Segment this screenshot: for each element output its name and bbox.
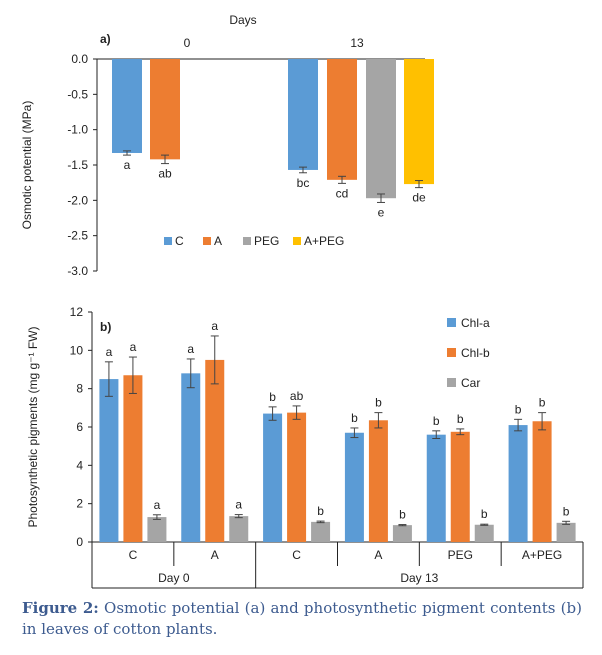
significance-letter-a: a	[124, 158, 131, 172]
legend-swatch-b	[447, 378, 456, 387]
legend-label-b: Chl-b	[461, 346, 490, 360]
legend-label-b: Chl-a	[461, 316, 490, 330]
legend-swatch-b	[447, 318, 456, 327]
legend-swatch-b	[447, 348, 456, 357]
bar-b-chl-a	[344, 432, 364, 542]
significance-letter-b: b	[481, 507, 488, 521]
legend-swatch-a	[203, 237, 211, 245]
x-category-label-b: A+PEG	[522, 548, 562, 562]
chart-a-title: Days	[229, 13, 256, 27]
significance-letter-b: a	[130, 340, 137, 354]
y-tick-label-b: 0	[76, 535, 83, 549]
bar-b-car	[474, 524, 494, 542]
significance-letter-b: a	[187, 342, 194, 356]
x-group-label-b: Day 0	[158, 571, 190, 585]
significance-letter-a: ab	[158, 167, 172, 181]
legend-b: Chl-a Chl-b Car	[447, 316, 490, 390]
chart-a-osmotic-potential: 0.0 -0.5 -1.0 -1.5 -2.0 -2.5 -3.0 Osmotic poten…	[20, 13, 434, 278]
figure: 0.0 -0.5 -1.0 -1.5 -2.0 -2.5 -3.0 Osmotic poten…	[20, 13, 584, 589]
x-category-label-b: A	[374, 548, 382, 562]
bar-b-chl-b	[532, 421, 552, 542]
significance-letter-b: a	[154, 498, 161, 512]
bar-b-chl-a	[426, 434, 446, 542]
y-tick-label-b: 4	[76, 458, 83, 472]
bar-b-chl-a	[508, 425, 528, 542]
legend-swatch-a	[243, 237, 251, 245]
legend-a: C A PEG A+PEG	[164, 234, 344, 248]
significance-letter-b: b	[433, 414, 440, 428]
bar-b-chl-b	[450, 431, 470, 542]
x-group-label-b: Day 13	[400, 571, 438, 585]
significance-letter-b: a	[106, 345, 113, 359]
significance-letter-b: b	[539, 396, 546, 410]
significance-letter-b: b	[563, 504, 570, 518]
bar-b-chl-b	[205, 359, 225, 542]
y-tick-label-a: -0.5	[67, 87, 88, 101]
y-tick-label-a: -1.5	[67, 158, 88, 172]
significance-letter-b: b	[269, 390, 276, 404]
bar-a-a	[327, 59, 357, 180]
figure-caption: Figure 2: Osmotic potential (a) and phot…	[22, 598, 582, 640]
legend-label-a: PEG	[254, 234, 279, 248]
x-category-label-b: C	[292, 548, 301, 562]
significance-letter-b: ab	[290, 389, 304, 403]
x-category-label-b: A	[211, 548, 219, 562]
y-tick-label-a: 0.0	[71, 52, 88, 66]
significance-letter-b: b	[515, 402, 522, 416]
legend-label-a: C	[175, 234, 184, 248]
y-tick-label-a: -2.0	[67, 193, 88, 207]
bar-a-apluspeg	[404, 59, 434, 185]
bar-a-c	[288, 59, 318, 170]
bar-a-a	[150, 59, 180, 160]
y-tick-label-a: -3.0	[67, 264, 88, 278]
panel-label-b: b)	[100, 320, 111, 334]
significance-letter-b: b	[351, 411, 358, 425]
significance-letter-a: cd	[336, 186, 349, 200]
y-tick-label-b: 12	[70, 305, 84, 319]
x-category-label-b: PEG	[448, 548, 473, 562]
caption-label: Figure 2:	[22, 599, 99, 617]
y-tick-label-b: 8	[76, 382, 83, 396]
significance-letter-b: a	[235, 498, 242, 512]
y-axis-label-a: Osmotic potential (MPa)	[20, 101, 34, 230]
y-tick-label-b: 2	[76, 497, 83, 511]
bar-a-c	[112, 59, 142, 153]
legend-swatch-a	[164, 237, 172, 245]
bar-b-chl-a	[263, 413, 283, 542]
x-category-label-b: C	[129, 548, 138, 562]
bar-b-car	[311, 521, 331, 542]
caption-text: Osmotic potential (a) and photosynthetic…	[22, 599, 582, 638]
bar-b-chl-b	[123, 375, 143, 542]
x-category-label-a: 13	[350, 36, 364, 50]
significance-letter-b: b	[457, 412, 464, 426]
bar-b-chl-b	[368, 420, 388, 542]
significance-letter-a: de	[412, 191, 426, 205]
significance-letter-b: b	[399, 508, 406, 522]
significance-letter-b: b	[375, 396, 382, 410]
bar-b-chl-b	[287, 412, 307, 542]
bar-b-car	[147, 517, 167, 542]
legend-swatch-a	[293, 237, 301, 245]
y-tick-label-b: 6	[76, 420, 83, 434]
bar-b-car	[556, 522, 576, 542]
x-category-label-a: 0	[184, 36, 191, 50]
bar-b-car	[392, 525, 412, 542]
chart-b-photosynthetic-pigments: 0 2 4 6 8 10 12 Photosynthetic pigments (mg g⁻¹…	[26, 305, 584, 589]
bar-b-car	[229, 516, 249, 542]
significance-letter-a: e	[378, 205, 385, 219]
bar-b-chl-a	[181, 373, 201, 542]
legend-label-a: A	[214, 234, 222, 248]
significance-letter-b: b	[317, 504, 324, 518]
y-tick-label-a: -2.5	[67, 229, 88, 243]
significance-letter-b: a	[211, 319, 218, 333]
bar-a-peg	[366, 59, 396, 199]
y-tick-label-b: 10	[70, 343, 84, 357]
legend-label-a: A+PEG	[304, 234, 344, 248]
panel-label-a: a)	[100, 32, 111, 46]
significance-letter-a: bc	[297, 176, 310, 190]
legend-label-b: Car	[461, 376, 480, 390]
bar-b-chl-a	[99, 379, 119, 542]
y-axis-label-b: Photosynthetic pigments (mg g⁻¹ FW)	[26, 326, 40, 527]
y-tick-label-a: -1.0	[67, 123, 88, 137]
